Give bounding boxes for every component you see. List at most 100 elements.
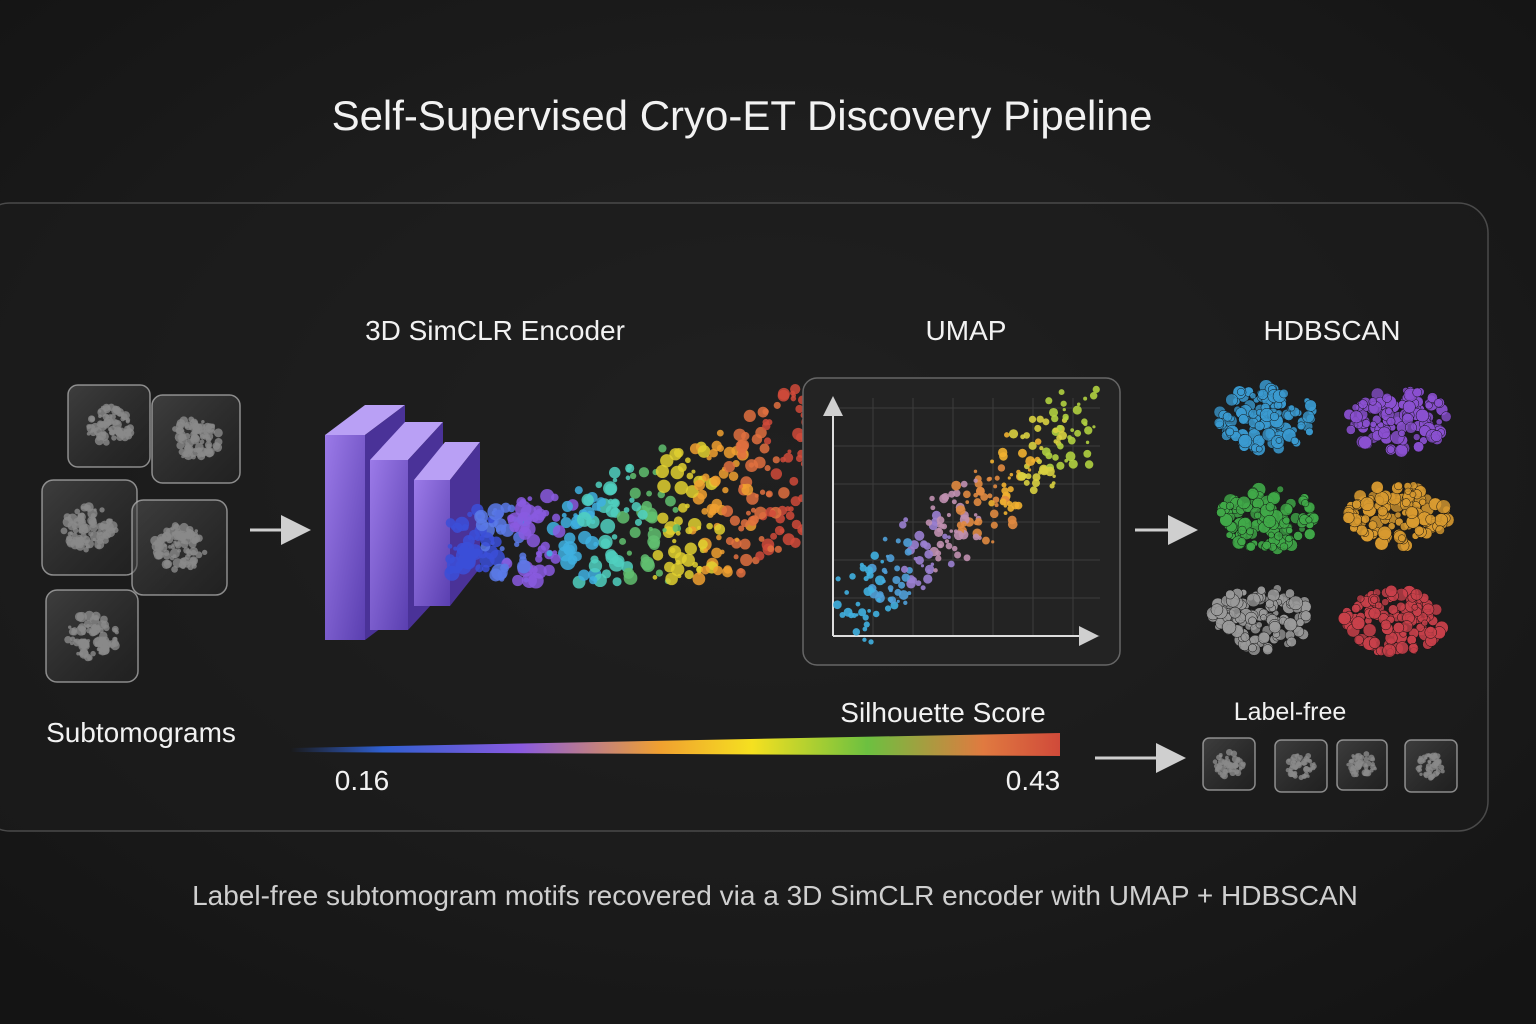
cube-bead [1219,771,1227,778]
point [994,503,999,508]
point [1027,468,1032,472]
particle [723,460,735,473]
point [863,621,870,628]
particle [640,556,655,571]
particle [665,495,676,507]
particle [574,486,583,495]
blob-bead [1351,616,1366,630]
colorbar-min: 0.16 [335,765,390,796]
point [1083,421,1088,427]
point [849,573,856,580]
particle [536,551,543,558]
point [920,564,925,568]
blob-bead [1237,495,1251,510]
particle [561,512,567,518]
blob-bead [1305,427,1314,436]
point [955,505,966,515]
umap-panel [802,377,1121,666]
blob-bead [1369,420,1377,428]
clusters [1206,379,1455,658]
particle [561,500,573,512]
blob-bead [1285,535,1293,543]
cube-bead [1212,759,1218,765]
point [1083,449,1092,458]
blob-bead [1404,421,1417,434]
cube-bead [96,544,102,549]
encoder-slab [370,460,408,630]
point [936,527,942,533]
cube-bead [1425,763,1432,770]
particle [461,524,469,531]
cube-bead [64,635,72,644]
point [923,574,933,584]
blob-bead [1268,621,1282,634]
blob-bead [1255,445,1263,453]
stage-label: 3D SimCLR Encoder [365,315,625,346]
blob-bead [1385,407,1393,415]
cube-bead [1370,764,1376,771]
cube-bead [1214,768,1219,773]
blob-bead [1422,603,1435,616]
blob-bead [1279,388,1289,399]
particle [479,552,495,568]
blob-bead [1210,603,1224,616]
particle [701,507,709,515]
blob-bead [1304,528,1316,540]
point [884,605,892,612]
blob-bead [1380,619,1392,631]
particle [631,501,642,512]
cube-bead [108,640,117,649]
particle [740,553,753,567]
blob-bead [1351,603,1361,614]
particle [657,512,669,524]
blob-bead [1415,623,1425,632]
point [1007,486,1014,493]
cube-bead [78,528,84,534]
point [855,601,861,607]
blob-bead [1382,393,1392,403]
blob-bead [1219,513,1233,527]
point [894,588,902,596]
point [885,554,890,558]
particle [634,518,643,526]
point [1057,442,1064,450]
point [1052,474,1056,478]
blob-bead [1398,429,1406,437]
cube-bead [96,529,103,536]
cube-bead [187,563,194,571]
particle [710,475,721,487]
cube-bead [1287,758,1291,762]
blob-bead [1351,403,1360,412]
particle [785,511,795,520]
blob-bead [1225,589,1235,600]
cube-bead [1427,775,1434,781]
point [973,478,978,483]
particle [747,515,758,526]
cube-bead [192,423,203,434]
particle [758,536,765,542]
point [852,628,861,636]
cube [45,589,139,683]
point [1008,429,1019,439]
particle [766,491,772,497]
cube-bead [92,517,97,522]
point [965,500,970,504]
cube-bead [86,627,92,634]
particle [475,511,486,521]
point [1029,486,1038,495]
point [882,536,888,542]
particle [521,572,537,588]
particle [762,408,769,415]
point [989,509,999,519]
blob-bead [1413,441,1424,453]
particle [612,577,622,587]
blob-bead [1290,436,1299,445]
cube-bead [194,529,199,533]
blob-bead [1300,610,1312,622]
cube-bead [1219,754,1223,758]
stage-label: UMAP [926,315,1007,346]
particle [674,480,689,495]
caption: Label-free subtomogram motifs recovered … [192,880,1358,911]
point [1070,428,1075,433]
blob-bead [1378,426,1391,440]
